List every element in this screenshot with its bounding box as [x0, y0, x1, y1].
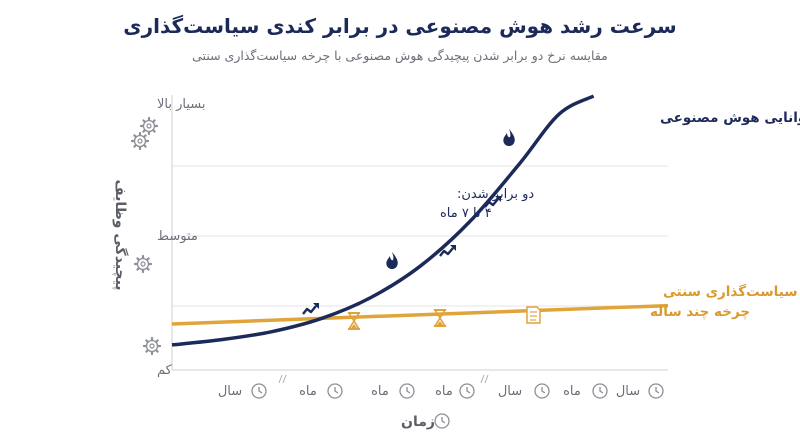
gear-icon	[133, 254, 153, 274]
clock-icon	[459, 383, 475, 399]
flame-icon	[386, 252, 398, 269]
annotation-doubling-value: ۴ تا ۷ ماه	[440, 206, 492, 221]
x-tick-label: ماه	[563, 384, 581, 399]
series-label-policy: سیاست‌گذاری سنتی	[663, 283, 798, 300]
chart-subtitle: مقایسه نرخ دو برابر شدن پیچیدگی هوش مصنو…	[192, 48, 608, 63]
clock-icon	[434, 413, 450, 429]
gear-icon	[130, 131, 150, 151]
series-label-ai: توانایی هوش مصنوعی	[660, 110, 800, 126]
y-tick-label-high: بسیار بالا	[157, 97, 206, 112]
annotation-doubling-title: دو برابر شدن:	[457, 187, 534, 202]
flame-icon	[503, 129, 515, 146]
axis-break-mark	[480, 374, 489, 384]
document-icon	[526, 306, 541, 324]
y-tick-label-low: کم	[157, 363, 173, 378]
gear-icon	[139, 116, 159, 136]
x-ticks: سال ماه ماه ماه سال ماه سال	[218, 384, 640, 399]
clock-icon	[327, 383, 343, 399]
clock-icon	[251, 383, 267, 399]
chart-title: سرعت رشد هوش مصنوعی در برابر کندی سیاست‌…	[123, 14, 677, 38]
clock-icon	[592, 383, 608, 399]
x-tick-label: سال	[218, 384, 242, 399]
clock-icon	[648, 383, 664, 399]
clock-icon	[534, 383, 550, 399]
x-tick-label: سال	[498, 384, 522, 399]
growth-arrow-icon	[301, 301, 321, 316]
x-tick-label: سال	[616, 384, 640, 399]
y-axis-label: پیچیدگی وظایف	[112, 179, 129, 290]
clock-icon	[399, 383, 415, 399]
series-line-ai	[171, 94, 595, 347]
x-tick-label: ماه	[371, 384, 389, 399]
series-line-policy	[171, 303, 669, 326]
gear-icon	[142, 336, 162, 356]
x-axis-label: زمان	[401, 414, 435, 430]
annotation-policy-cycle: چرخه چند ساله	[650, 304, 750, 320]
hourglass-icon	[347, 312, 361, 330]
x-tick-label: ماه	[299, 384, 317, 399]
y-tick-label-mid: متوسط	[157, 229, 198, 244]
grid-lines	[172, 165, 668, 307]
axis-break-mark	[278, 374, 287, 384]
x-tick-label: ماه	[435, 384, 453, 399]
